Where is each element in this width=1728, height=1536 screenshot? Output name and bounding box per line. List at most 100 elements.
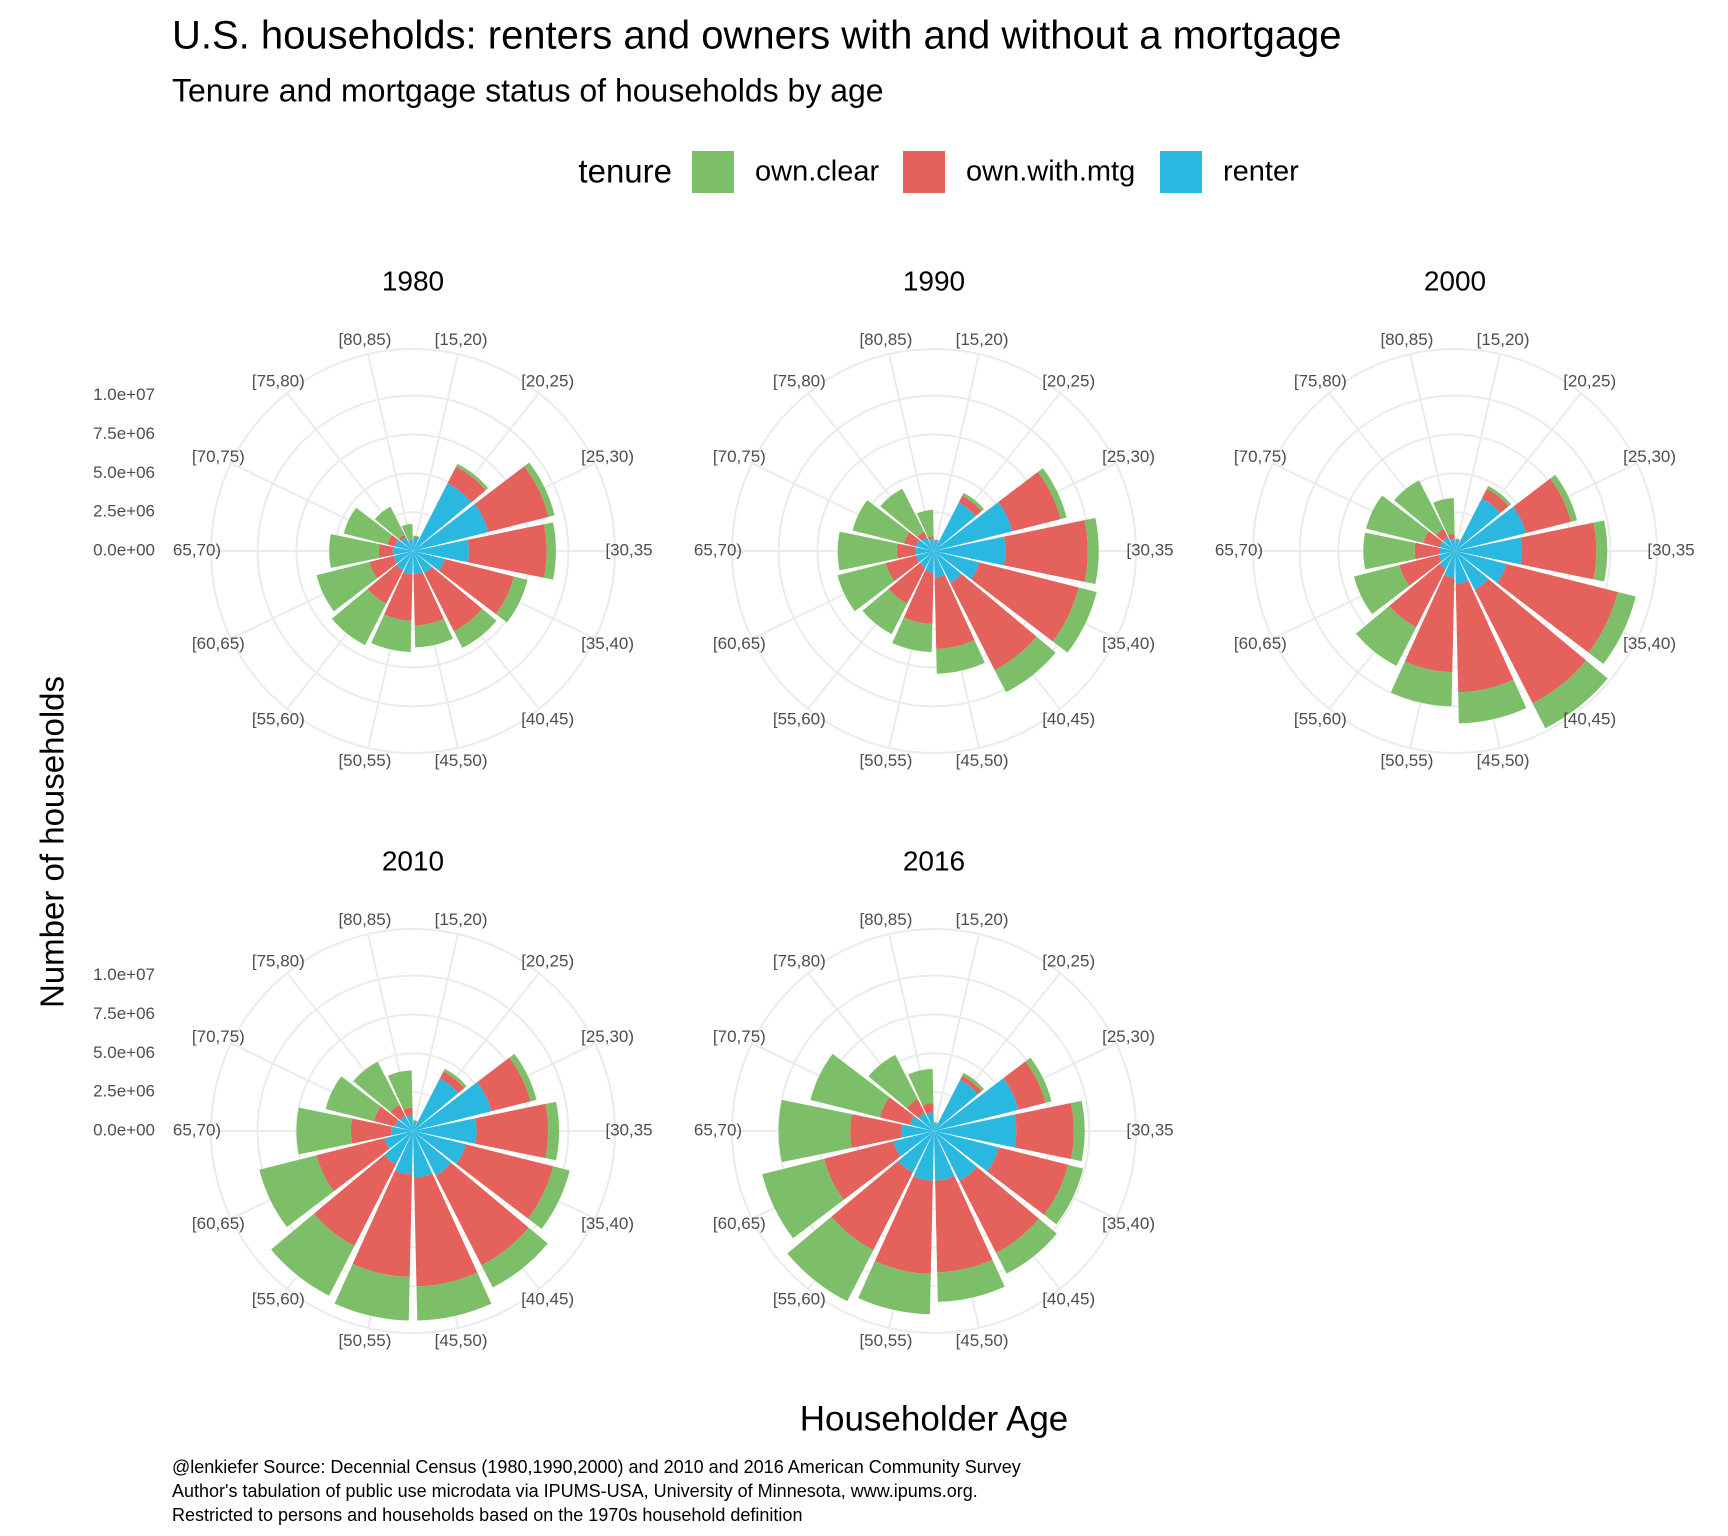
category-label: [75,80) [1294, 372, 1347, 391]
category-label: [50,55) [859, 1331, 912, 1350]
bar-segment [396, 551, 413, 571]
bar-segment [384, 1131, 413, 1165]
panel-title: 1980 [382, 265, 444, 296]
category-label: [55,60) [252, 709, 305, 728]
bar-segment [413, 536, 420, 539]
bar-segment [387, 1070, 413, 1110]
bar-segment [831, 1160, 913, 1251]
bar-segment [384, 1131, 413, 1149]
category-label: [50,55) [1380, 751, 1433, 770]
r-tick-label: 1.0e+07 [93, 965, 155, 984]
bar-segment [837, 563, 895, 612]
bar-segment [352, 1170, 413, 1278]
bar-segment [778, 1099, 852, 1163]
bar-segment [1588, 592, 1636, 664]
bar-segment [916, 509, 934, 538]
bar-segment [1481, 488, 1509, 514]
bar-segment [413, 1131, 433, 1178]
bar-segment [424, 566, 483, 632]
category-label: [45,50) [435, 751, 488, 770]
r-tick-label: 7.5e+06 [93, 424, 155, 443]
category-label: [80,85) [338, 330, 391, 349]
bar-segment [413, 539, 469, 563]
bar-segment [296, 1107, 353, 1155]
bar-segment [994, 636, 1056, 693]
category-label: [50,55) [338, 751, 391, 770]
caption-line: Restricted to persons and households bas… [172, 1505, 802, 1525]
bar-segment [406, 1115, 413, 1131]
bar-segment [934, 1079, 979, 1131]
bar-segment [1455, 537, 1522, 565]
bar-segment [1439, 541, 1455, 551]
bar-segment [331, 588, 387, 646]
bar-segment [1389, 563, 1446, 628]
x-axis-label: Householder Age [800, 1399, 1069, 1438]
bar-segment [1025, 1057, 1052, 1103]
legend-key [692, 151, 734, 193]
panel-title: 2016 [903, 845, 965, 876]
r-tick-label: 2.5e+06 [93, 502, 155, 521]
bar-segment [453, 608, 497, 648]
category-label: [70,75) [713, 1027, 766, 1046]
bar-segment [1447, 533, 1455, 540]
bar-segment [958, 495, 982, 517]
r-tick-label: 5.0e+06 [93, 1043, 155, 1062]
bar-segment [413, 535, 420, 538]
bar-segment [1455, 539, 1460, 542]
panel-title: 2000 [1424, 265, 1486, 296]
category-label: [35,40) [1623, 634, 1676, 653]
category-label: [35,40) [1102, 634, 1155, 653]
category-label: [70,75) [713, 447, 766, 466]
legend-key [1160, 151, 1202, 193]
bar-segment [413, 1121, 417, 1131]
bar-segment [850, 1114, 903, 1148]
bar-segment [438, 558, 514, 615]
bar-segment [1044, 1164, 1084, 1225]
chart-subtitle: Tenure and mortgage status of households… [172, 72, 884, 108]
bar-segment [971, 562, 1079, 642]
bar-segment [1404, 575, 1455, 673]
bar-segment [373, 1106, 399, 1127]
bar-segment [934, 551, 962, 583]
bar-segment [350, 1118, 392, 1144]
bar-segment [394, 1119, 413, 1131]
bar-segment [1455, 540, 1460, 551]
bar-segment [413, 1078, 459, 1131]
bar-segment [390, 1104, 406, 1121]
bar-segment [413, 551, 423, 575]
bar-segment [271, 1213, 355, 1296]
grid-spoke [933, 353, 980, 552]
bar-segment [917, 531, 927, 542]
category-label: [75,80) [252, 952, 305, 971]
bar-segment [909, 1115, 934, 1131]
bar-segment [1444, 551, 1455, 578]
bar-segment [369, 555, 397, 579]
bar-segment [439, 1071, 465, 1094]
bar-segment [1433, 498, 1455, 536]
bar-segment [898, 1131, 934, 1173]
bar-segment [934, 1123, 938, 1131]
category-label: [15,20) [1477, 330, 1530, 349]
bar-segment [1399, 555, 1442, 586]
bar-segment [1458, 679, 1527, 724]
bar-segment [915, 551, 934, 563]
category-label: [35,40) [581, 1214, 634, 1233]
bar-segment [1455, 551, 1507, 584]
category-label: [35,40) [581, 634, 634, 653]
bar-segment [960, 1075, 982, 1095]
bar-segment [367, 564, 404, 604]
grid-spoke [412, 933, 459, 1132]
bar-segment [524, 462, 555, 517]
bar-segment [435, 1162, 529, 1266]
category-label: [55,60) [1294, 709, 1347, 728]
bar-segment [962, 1072, 985, 1092]
bar-segment [398, 534, 406, 542]
bar-segment [413, 1131, 452, 1176]
bar-segment [925, 551, 934, 573]
bar-segment [414, 618, 453, 648]
bar-segment [387, 534, 399, 547]
bar-segment [545, 1101, 560, 1161]
bar-segment [1052, 587, 1097, 653]
bar-segment [259, 1155, 334, 1228]
bar-segment [934, 551, 980, 580]
